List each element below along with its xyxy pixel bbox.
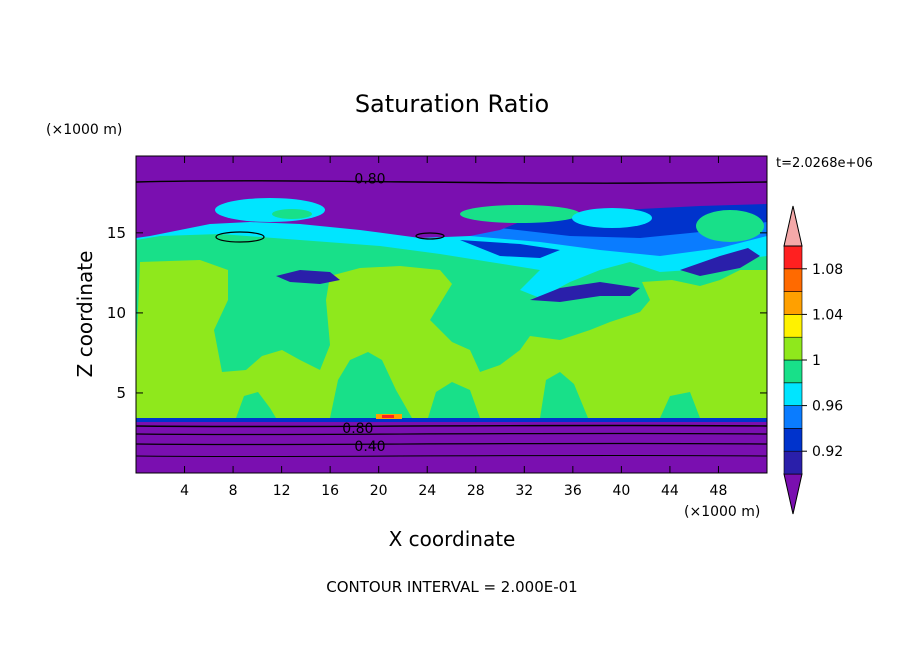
- colorbar-label: 1.08: [812, 262, 843, 278]
- x-tick-label: 20: [370, 483, 388, 499]
- colorbar-over-triangle: [783, 205, 803, 247]
- x-tick-label: 8: [229, 483, 238, 499]
- colorbar: 0.92 0.96 1 1.04 1.08: [783, 205, 843, 515]
- x-tick-label: 24: [418, 483, 436, 499]
- contour-label: 0.80: [342, 421, 373, 437]
- colorbar-label: 1.04: [812, 307, 843, 323]
- chart-title: Saturation Ratio: [355, 90, 549, 118]
- colorbar-segment: [783, 405, 803, 429]
- boundary-top-blue: [136, 418, 767, 422]
- x-tick-label: 12: [273, 483, 291, 499]
- y-axis-title: Z coordinate: [73, 251, 97, 378]
- colorbar-segment: [783, 428, 803, 452]
- y-axis-ticks: 5 10 15: [107, 224, 767, 402]
- y-unit-label: (×1000 m): [46, 122, 122, 138]
- contour-line-080-low: [136, 424, 767, 428]
- x-tick-label: 36: [564, 483, 582, 499]
- colorbar-segment: [783, 359, 803, 384]
- contour-interval-footer: CONTOUR INTERVAL = 2.000E-01: [326, 578, 577, 596]
- top-stratosphere: [136, 156, 767, 192]
- colorbar-label: 0.92: [812, 444, 843, 460]
- upper-cyan-patch: [215, 198, 325, 222]
- contour-label: 0.80: [354, 171, 385, 187]
- upper-green-patch-3: [696, 210, 764, 242]
- contour-line-060: [136, 432, 767, 436]
- mid-region-gaps: [236, 352, 700, 418]
- time-label: t=2.0268e+06: [776, 156, 873, 171]
- contour-line-040: [136, 442, 767, 446]
- upper-cyan-patch-2: [572, 208, 652, 228]
- colorbar-segment: [783, 382, 803, 406]
- x-tick-label: 4: [180, 483, 189, 499]
- upper-green-patch-2: [460, 205, 580, 223]
- colorbar-segment: [783, 268, 803, 292]
- x-axis-title: X coordinate: [389, 527, 516, 551]
- y-tick-label: 15: [107, 224, 126, 242]
- x-tick-label: 28: [467, 483, 485, 499]
- mid-troposphere-region: [136, 260, 767, 418]
- contour-labels: 0.80 0.80 0.40: [342, 171, 385, 455]
- dry-filament-2: [530, 282, 640, 302]
- colorbar-segment: [783, 336, 803, 361]
- contour-closed-1: [215, 231, 265, 243]
- contour-line-080-top: [136, 180, 767, 184]
- colorbar-label: 0.96: [812, 399, 843, 415]
- y-tick-label: 5: [116, 384, 126, 402]
- x-tick-label: 48: [710, 483, 728, 499]
- x-axis-ticks: 4 8 12 16 20 24 28 32 36 40 44 48: [180, 156, 727, 499]
- x-tick-label: 16: [321, 483, 339, 499]
- field-plot: [136, 156, 767, 473]
- plot-frame: [135, 155, 768, 474]
- colorbar-segment: [783, 245, 803, 270]
- x-tick-label: 44: [661, 483, 679, 499]
- dry-filament-3: [680, 248, 760, 276]
- contour-label: 0.40: [354, 439, 385, 455]
- colorbar-label: 1: [812, 353, 821, 369]
- x-tick-label: 40: [612, 483, 630, 499]
- x-tick-label: 32: [515, 483, 533, 499]
- warm-spot-core: [382, 415, 394, 418]
- colorbar-segment: [783, 450, 803, 475]
- dry-filament-1: [276, 270, 340, 284]
- upper-green-patch: [272, 209, 312, 219]
- contour-closed-2: [415, 232, 445, 240]
- y-tick-label: 10: [107, 304, 126, 322]
- colorbar-segment: [783, 291, 803, 315]
- contour-line-020: [136, 454, 767, 458]
- dry-filament-4: [460, 240, 560, 258]
- colorbar-segment: [783, 314, 803, 338]
- x-unit-label: (×1000 m): [684, 504, 760, 520]
- colorbar-under-triangle: [783, 473, 803, 515]
